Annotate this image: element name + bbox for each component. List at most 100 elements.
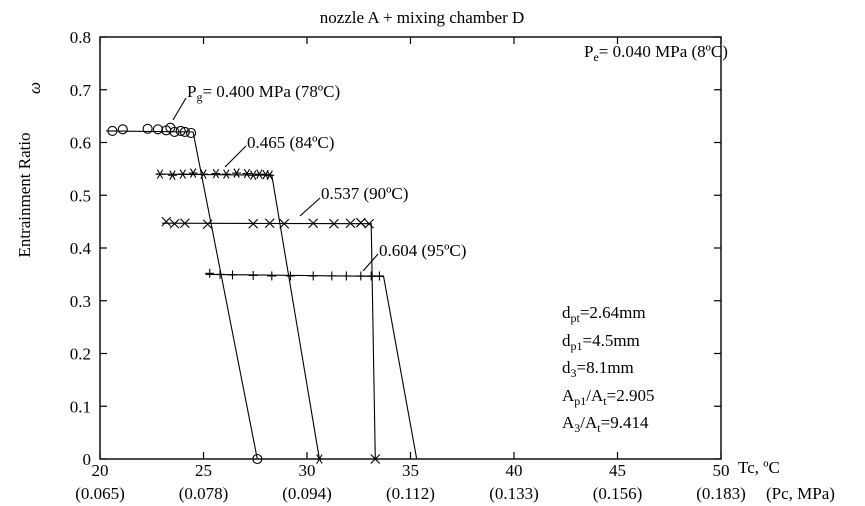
leader-line-pg: [172, 97, 187, 121]
data-point-plus: [327, 271, 337, 281]
series-label-pg: Pg= 0.400 MPa (78ºC): [187, 82, 340, 104]
geometry-annotation: Ap1/At=2.905: [562, 386, 654, 408]
y-axis-label: Entrainment Ratio: [15, 132, 34, 257]
pg-value: = 0.400 MPa (78ºC): [202, 82, 340, 101]
data-point-x: [179, 218, 190, 229]
data-point-asterisk: [211, 168, 221, 179]
data-point-circle: [175, 125, 186, 136]
geometry-annotation: A3/At=9.414: [562, 413, 649, 435]
data-point-asterisk: [178, 169, 188, 179]
data-point-asterisk: [221, 169, 231, 179]
data-point-circle: [117, 124, 128, 135]
data-point-x: [248, 218, 259, 229]
chart-title: nozzle A + mixing chamber D: [320, 8, 525, 27]
y-tick-label: 0.7: [70, 81, 92, 100]
data-point-plus: [374, 271, 384, 281]
data-point-x: [279, 218, 290, 229]
series-line: [106, 130, 258, 460]
x-axis-label: Tc, ºC: [738, 458, 780, 477]
data-point-x: [264, 218, 275, 229]
data-point-circle: [179, 126, 190, 137]
evaporator-pressure-label: Pe= 0.040 MPa (8ºC): [584, 42, 728, 64]
x-tick-label: 40: [506, 461, 523, 480]
y-tick-label: 0: [83, 450, 92, 469]
axis-ticks: 20 (0.065) 25 (0.078) 30 (0.094) 35 (0.112) 40 (0…: [70, 28, 746, 503]
data-point-x: [370, 454, 381, 464]
series-line: [205, 273, 418, 460]
y-tick-label: 0.4: [70, 239, 92, 258]
data-point-plus: [356, 271, 366, 281]
data-point-plus: [366, 271, 376, 281]
data-point-x: [364, 218, 374, 229]
y-tick-label: 0.8: [70, 28, 91, 47]
x-tick-secondary-label: (0.112): [386, 484, 435, 503]
data-point-plus: [285, 271, 295, 281]
data-point-circle: [152, 124, 164, 135]
data-point-plus: [308, 271, 318, 281]
data-point-plus: [215, 269, 225, 279]
x-tick-label: 45: [609, 461, 626, 480]
leader-line-0537: [299, 197, 321, 217]
x-tick-secondary-label: (0.094): [282, 484, 332, 503]
series-label-0604: 0.604 (95ºC): [379, 241, 466, 260]
data-point-asterisk: [199, 169, 208, 179]
geometry-annotations: dpt=2.64mm dp1=4.5mm d3=8.1mm Ap1/At=2.905 A…: [562, 303, 654, 435]
x-tick-secondary-label: (0.156): [593, 484, 643, 503]
x-tick-label: 20: [92, 461, 109, 480]
data-point-plus: [227, 270, 237, 280]
x-tick-label: 35: [402, 461, 419, 480]
series-markers: [107, 122, 384, 465]
data-point-asterisk: [248, 170, 258, 180]
x-axis-secondary-label: (Pc, MPa): [766, 484, 835, 503]
series-line: [162, 222, 376, 460]
geometry-annotation: dpt=2.64mm: [562, 303, 646, 325]
x-tick-secondary-label: (0.065): [75, 484, 125, 503]
data-point-asterisk: [232, 168, 242, 178]
data-point-asterisk: [314, 454, 324, 464]
data-point-x: [355, 217, 366, 228]
data-point-circle: [169, 126, 180, 137]
x-tick-secondary-label: (0.078): [179, 484, 229, 503]
data-point-x: [161, 216, 172, 227]
x-tick-label: 50: [713, 461, 730, 480]
leader-line-0465: [224, 145, 247, 168]
series-line: [155, 173, 320, 460]
y-tick-label: 0.5: [70, 186, 91, 205]
x-tick-secondary-label: (0.133): [489, 484, 539, 503]
geometry-annotation: d3=8.1mm: [562, 358, 634, 380]
data-point-x: [308, 218, 319, 229]
geometry-annotation: dp1=4.5mm: [562, 331, 640, 353]
evaporator-symbol: P: [584, 42, 593, 61]
data-point-asterisk: [242, 168, 252, 179]
data-point-plus: [248, 270, 258, 280]
leader-line-0604: [362, 253, 379, 272]
y-tick-label: 0.6: [70, 134, 91, 153]
data-point-plus: [341, 271, 351, 281]
y-tick-label: 0.1: [70, 397, 91, 416]
x-tick-label: 30: [299, 461, 316, 480]
data-point-plus: [267, 271, 277, 281]
pg-symbol: P: [187, 82, 196, 101]
series-label-0537: 0.537 (90ºC): [321, 184, 408, 203]
data-point-x: [345, 218, 356, 229]
data-point-asterisk: [265, 170, 275, 180]
x-tick-secondary-label: (0.183): [696, 484, 746, 503]
evaporator-value: = 0.040 MPa (8ºC): [599, 42, 728, 61]
series-lines: [106, 130, 418, 460]
y-tick-label: 0.3: [70, 292, 91, 311]
data-point-circle: [252, 453, 263, 465]
data-point-circle: [186, 127, 197, 139]
data-point-asterisk: [188, 168, 198, 178]
data-point-x: [329, 218, 339, 229]
data-point-x: [169, 218, 180, 229]
data-point-asterisk: [155, 169, 165, 179]
pg-subscript: g: [196, 90, 202, 104]
data-point-circle: [107, 125, 118, 136]
data-point-asterisk: [167, 170, 177, 180]
data-point-plus: [205, 268, 215, 278]
data-point-circle: [142, 123, 153, 134]
data-point-x: [202, 219, 213, 230]
series-label-0465: 0.465 (84ºC): [247, 133, 334, 152]
x-tick-label: 25: [195, 461, 212, 480]
